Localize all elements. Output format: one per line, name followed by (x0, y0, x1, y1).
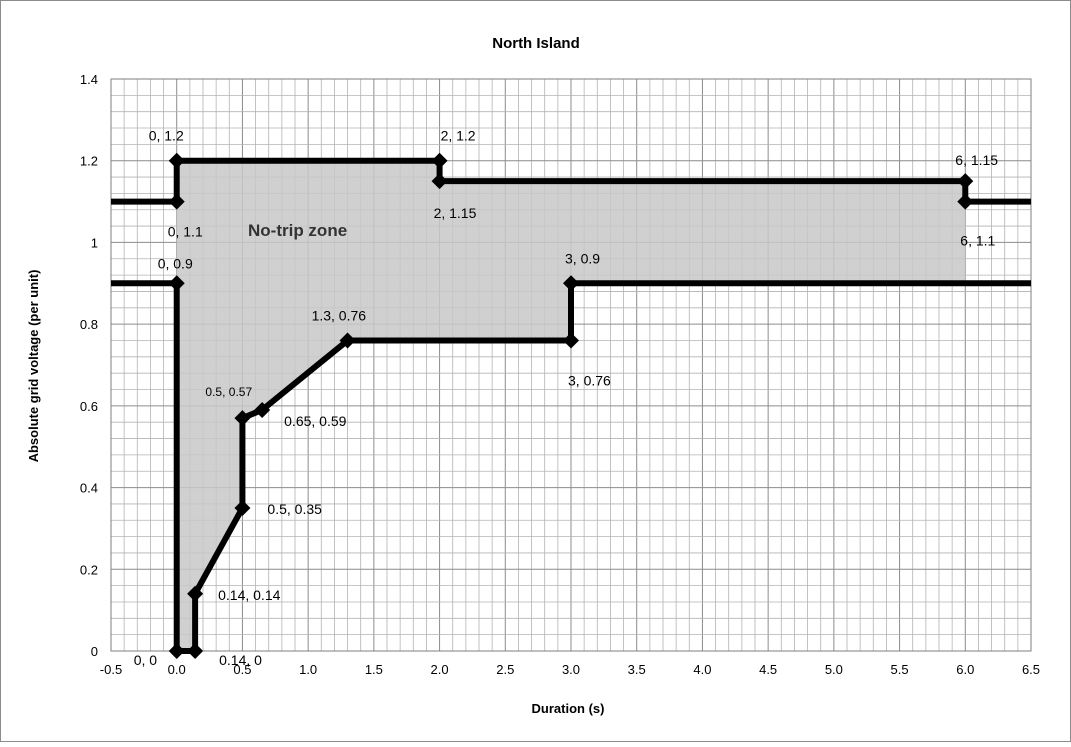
y-tick-label: 1.2 (80, 154, 98, 169)
data-point-marker (168, 643, 185, 659)
data-point-label: 0.14, 0.14 (218, 587, 280, 603)
data-point-label: 0, 1.2 (149, 128, 184, 144)
x-tick-label: 0.0 (168, 662, 186, 677)
data-point-marker (563, 332, 579, 349)
data-point-marker (168, 275, 185, 292)
y-tick-label: 0.6 (80, 399, 98, 414)
y-tick-label: 0.4 (80, 481, 98, 496)
data-point-label: 2, 1.15 (434, 205, 477, 221)
data-point-marker (187, 643, 204, 659)
chart-title: North Island (492, 35, 580, 52)
y-tick-label: 1 (91, 235, 98, 250)
data-point-label: 0.5, 0.57 (205, 385, 252, 399)
x-tick-label: 4.0 (693, 662, 711, 677)
data-point-marker (957, 193, 974, 210)
no-trip-zone-label: No-trip zone (248, 221, 347, 240)
data-point-label: 0.14, 0 (219, 652, 262, 668)
data-point-marker (254, 401, 271, 418)
markers (168, 152, 974, 659)
x-tick-label: 3.5 (628, 662, 646, 677)
x-tick-label: 0.5 (233, 662, 251, 677)
data-point-label: 0, 1.1 (168, 224, 203, 240)
data-point-marker (187, 585, 204, 602)
x-tick-label: -0.5 (100, 662, 122, 677)
data-point-label: 6, 1.1 (960, 233, 995, 249)
x-tick-label: 3.0 (562, 662, 580, 677)
data-point-marker (431, 173, 448, 190)
point-labels: 0, 1.2 0, 1.1 2, 1.2 2, 1.15 6, 1.15 6, 1.1 0,… (134, 128, 999, 668)
x-tick-label: 6.0 (956, 662, 974, 677)
data-point-label: 2, 1.2 (441, 128, 476, 144)
data-point-label: 3, 0.9 (565, 250, 600, 266)
data-point-marker (563, 275, 579, 292)
x-tick-label: 2.0 (431, 662, 449, 677)
plot-area-border (110, 78, 1032, 652)
data-point-marker (339, 332, 356, 349)
data-point-marker (431, 152, 448, 169)
y-axis-title: Absolute grid voltage (per unit) (26, 270, 41, 463)
y-tick-label: 0.8 (80, 317, 98, 332)
x-tick-label: 6.5 (1022, 662, 1040, 677)
y-tick-label: 1.4 (80, 72, 98, 87)
x-tick-label: 1.5 (365, 662, 383, 677)
tick-labels: -0.5 0.0 0.5 1.0 1.5 2.0 2.5 3.0 3.5 4.0 4.5 5.0 5.5… (80, 72, 1040, 677)
data-point-label: 0.65, 0.59 (284, 413, 346, 429)
y-tick-label: 0.2 (80, 562, 98, 577)
x-tick-label: 1.0 (299, 662, 317, 677)
x-tick-label: 2.5 (496, 662, 514, 677)
lower-limit-line (111, 280, 1031, 654)
data-point-marker (234, 410, 251, 427)
data-point-marker (957, 173, 974, 190)
data-point-label: 3, 0.76 (568, 372, 611, 388)
data-point-marker (168, 193, 185, 210)
data-point-label: 0.5, 0.35 (267, 501, 322, 517)
x-axis-title: Duration (s) (532, 701, 605, 716)
data-point-label: 1.3, 0.76 (312, 307, 367, 323)
x-tick-label: 5.5 (891, 662, 909, 677)
y-tick-label: 0 (91, 644, 98, 659)
data-point-label: 6, 1.15 (955, 152, 998, 168)
data-point-label: 0, 0.9 (158, 255, 193, 271)
data-point-marker (234, 500, 251, 516)
x-tick-label: 5.0 (825, 662, 843, 677)
data-point-marker (168, 152, 185, 169)
data-point-label: 0, 0 (134, 652, 158, 668)
x-tick-label: 4.5 (759, 662, 777, 677)
